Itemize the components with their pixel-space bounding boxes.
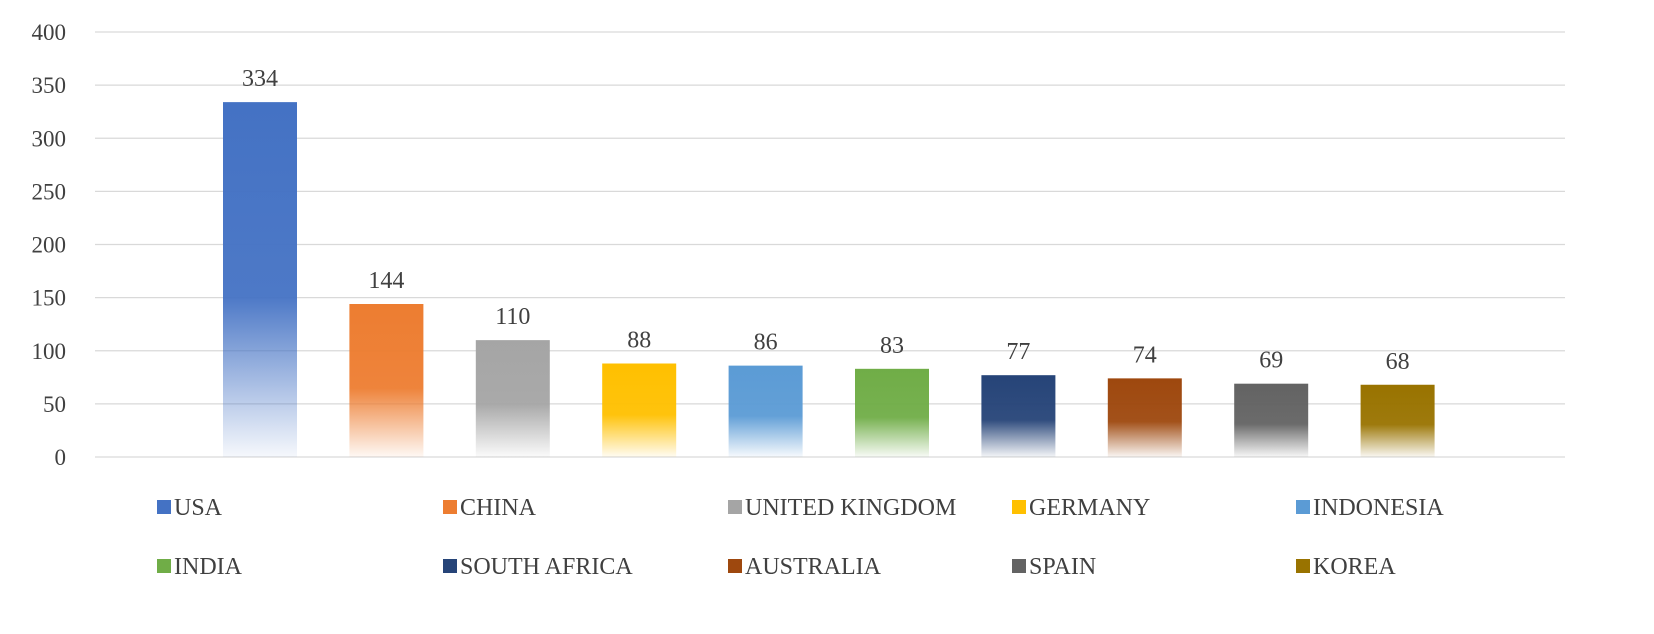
- legend-label: USA: [174, 495, 223, 521]
- legend-swatch: [1012, 559, 1026, 573]
- data-label: 69: [1259, 348, 1283, 374]
- y-tick-label: 350: [32, 73, 67, 98]
- bar-indonesia: [728, 365, 803, 457]
- data-label: 74: [1133, 342, 1157, 368]
- data-label: 110: [495, 304, 530, 330]
- legend-swatch: [728, 559, 742, 573]
- y-tick-label: 50: [43, 392, 66, 417]
- legend: USA CHINA UNITED KINGDOM GERMANY INDONESIA IN…: [157, 495, 1444, 580]
- bar-usa: [223, 102, 297, 457]
- legend-label: INDONESIA: [1313, 495, 1444, 521]
- legend-label: CHINA: [460, 495, 537, 521]
- bar-india: [855, 368, 929, 457]
- legend-item-united-kingdom: UNITED KINGDOM: [728, 495, 956, 521]
- legend-swatch: [157, 559, 171, 573]
- legend-item-indonesia: INDONESIA: [1296, 495, 1444, 521]
- legend-label: AUSTRALIA: [745, 554, 882, 580]
- data-label: 334: [242, 66, 278, 92]
- bar-china: [349, 304, 424, 457]
- legend-label: SOUTH AFRICA: [460, 554, 633, 580]
- data-label: 68: [1386, 349, 1410, 375]
- y-tick-label: 300: [32, 126, 67, 151]
- legend-swatch: [1296, 500, 1310, 514]
- legend-item-spain: SPAIN: [1012, 554, 1096, 580]
- data-label: 83: [880, 333, 904, 359]
- data-label: 86: [754, 330, 778, 356]
- legend-swatch: [1012, 500, 1026, 514]
- bar-korea: [1360, 384, 1435, 457]
- bar-australia: [1107, 378, 1182, 457]
- legend-item-korea: KOREA: [1296, 554, 1396, 580]
- data-label: 88: [627, 328, 651, 354]
- legend-swatch: [443, 559, 457, 573]
- y-axis-tick-labels: 0 50 100 150 200 250 300 350 400: [32, 20, 67, 470]
- y-tick-label: 250: [32, 179, 67, 204]
- y-tick-label: 0: [55, 445, 67, 470]
- legend-label: UNITED KINGDOM: [745, 495, 956, 521]
- legend-swatch: [443, 500, 457, 514]
- legend-label: INDIA: [174, 554, 243, 580]
- legend-swatch: [1296, 559, 1310, 573]
- legend-swatch: [157, 500, 171, 514]
- data-labels: 334 144 110 88 86 83 77 74 69 68: [242, 66, 1410, 375]
- bar-spain: [1234, 383, 1309, 457]
- y-tick-label: 200: [32, 233, 67, 258]
- data-label: 144: [368, 268, 404, 294]
- legend-item-south-africa: SOUTH AFRICA: [443, 554, 633, 580]
- y-tick-label: 400: [32, 20, 67, 45]
- bar-south-africa: [981, 375, 1056, 457]
- legend-item-india: INDIA: [157, 554, 243, 580]
- legend-label: KOREA: [1313, 554, 1396, 580]
- y-tick-label: 150: [32, 286, 67, 311]
- data-label: 77: [1006, 339, 1030, 365]
- gridlines: [95, 31, 1565, 458]
- legend-label: GERMANY: [1029, 495, 1150, 521]
- legend-item-australia: AUSTRALIA: [728, 554, 882, 580]
- bars: [223, 102, 1435, 457]
- legend-item-usa: USA: [157, 495, 223, 521]
- legend-swatch: [728, 500, 742, 514]
- legend-item-germany: GERMANY: [1012, 495, 1150, 521]
- legend-label: SPAIN: [1029, 554, 1096, 580]
- bar-united-kingdom: [475, 340, 550, 457]
- y-tick-label: 100: [32, 339, 67, 364]
- legend-item-china: CHINA: [443, 495, 537, 521]
- bar-germany: [602, 363, 677, 457]
